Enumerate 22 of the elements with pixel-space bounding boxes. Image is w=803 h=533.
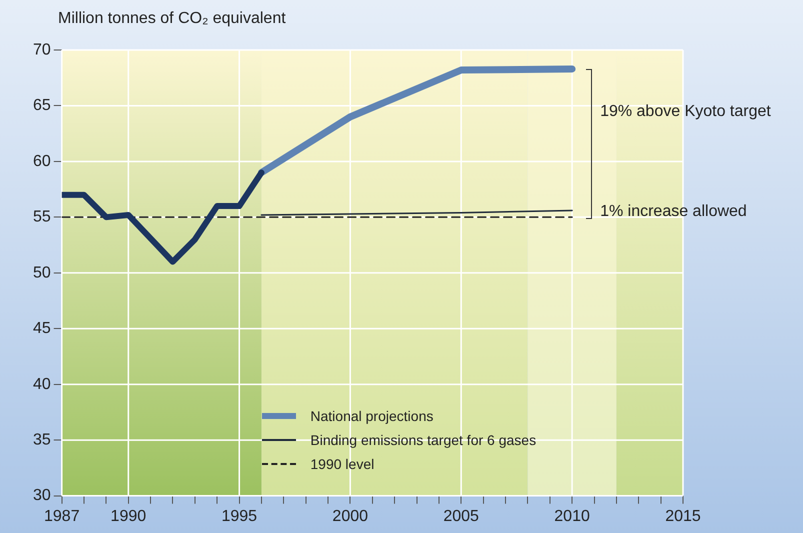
x-tick-label: 2005: [443, 508, 480, 525]
annotation: 1% increase allowed: [600, 202, 747, 221]
legend-label: 1990 level: [310, 456, 374, 472]
y-tick-label: 55: [33, 208, 51, 226]
x-tick-label: 2010: [554, 508, 590, 525]
x-tick-label: 1987: [44, 508, 80, 525]
x-tick-label: 1990: [110, 508, 146, 525]
y-tick-label: 45: [33, 320, 51, 338]
y-axis-title: Million tonnes of CO₂ equivalent: [58, 10, 286, 28]
y-tick-label: 65: [33, 97, 51, 114]
x-tick-label: 1995: [221, 508, 258, 525]
y-tick-label: 50: [33, 264, 51, 282]
annotation: 19% above Kyoto target: [600, 103, 771, 122]
y-tick-label: 60: [33, 152, 51, 170]
y-tick-label: 70: [33, 41, 51, 58]
y-tick-label: 30: [33, 487, 51, 504]
y-tick-label: 35: [33, 431, 51, 448]
x-tick-label: 2015: [665, 508, 701, 525]
legend-label: National projections: [310, 408, 434, 424]
y-tick-label: 40: [33, 376, 51, 393]
x-tick-label: 2000: [332, 508, 368, 525]
legend-label: Binding emissions target for 6 gases: [310, 432, 536, 448]
